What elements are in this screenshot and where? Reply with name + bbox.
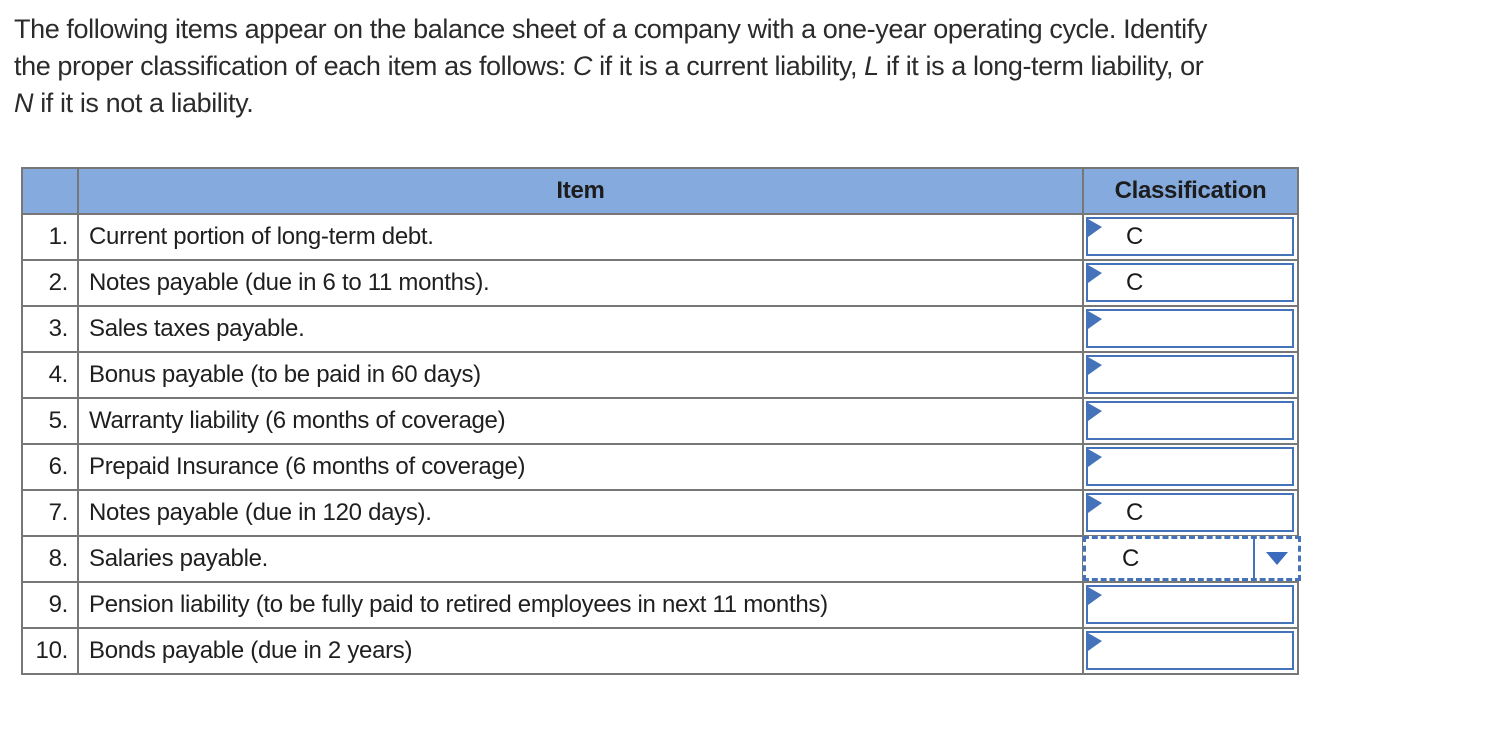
classification-cell: C — [1082, 213, 1299, 261]
row-number: 8. — [21, 535, 79, 583]
table-row: 4. Bonus payable (to be paid in 60 days) — [21, 351, 1299, 399]
option-c-label: C — [572, 51, 593, 81]
classification-cell — [1082, 397, 1299, 445]
table-row: 6. Prepaid Insurance (6 months of covera… — [21, 443, 1299, 491]
header-classification: Classification — [1082, 167, 1299, 215]
classification-cell — [1082, 627, 1299, 675]
option-n-label: N — [14, 88, 34, 118]
table-row: 5. Warranty liability (6 months of cover… — [21, 397, 1299, 445]
corner-flag-icon — [1088, 357, 1102, 375]
classification-dropdown-open[interactable]: C — [1083, 536, 1301, 581]
corner-flag-icon — [1088, 265, 1102, 283]
classification-value: C — [1126, 268, 1144, 296]
classification-cell — [1082, 305, 1299, 353]
classification-cell: C — [1082, 259, 1299, 307]
classification-cell: C — [1082, 535, 1301, 583]
classification-value: C — [1126, 222, 1144, 250]
classification-cell: C — [1082, 489, 1299, 537]
question-run: if it is a long-term liability, or — [878, 51, 1204, 81]
table-row: 9. Pension liability (to be fully paid t… — [21, 581, 1299, 629]
table-row: 1. Current portion of long-term debt. C — [21, 213, 1299, 261]
table-row: 3. Sales taxes payable. — [21, 305, 1299, 353]
question-run: if it is not a liability. — [33, 88, 254, 118]
option-l-label: L — [864, 51, 879, 81]
question-line-3: N if it is not a liability. — [14, 85, 1480, 122]
question-line-1: The following items appear on the balanc… — [14, 11, 1480, 48]
item-text: Warranty liability (6 months of coverage… — [77, 397, 1084, 445]
dropdown-arrow-button[interactable] — [1253, 539, 1298, 578]
item-text: Notes payable (due in 120 days). — [77, 489, 1084, 537]
classification-cell — [1082, 443, 1299, 491]
header-corner-cell — [21, 167, 79, 215]
corner-flag-icon — [1088, 219, 1102, 237]
classification-dropdown[interactable]: C — [1086, 263, 1294, 302]
classification-dropdown[interactable] — [1086, 355, 1294, 394]
classification-dropdown[interactable] — [1086, 585, 1294, 624]
row-number: 4. — [21, 351, 79, 399]
item-text: Notes payable (due in 6 to 11 months). — [77, 259, 1084, 307]
question-run: the proper classification of each item a… — [14, 51, 573, 81]
corner-flag-icon — [1088, 403, 1102, 421]
corner-flag-icon — [1088, 449, 1102, 467]
table-row: 8. Salaries payable. C — [21, 535, 1301, 583]
classification-dropdown[interactable] — [1086, 631, 1294, 670]
classification-dropdown[interactable]: C — [1086, 493, 1294, 532]
question-run: if it is a current liability, — [591, 51, 865, 81]
classification-table: Item Classification 1. Current portion o… — [21, 167, 1301, 675]
item-text: Sales taxes payable. — [77, 305, 1084, 353]
question-line-2: the proper classification of each item a… — [14, 48, 1480, 85]
classification-cell — [1082, 581, 1299, 629]
classification-value: C — [1126, 498, 1144, 526]
classification-dropdown[interactable] — [1086, 447, 1294, 486]
classification-dropdown[interactable] — [1086, 309, 1294, 348]
row-number: 3. — [21, 305, 79, 353]
row-number: 6. — [21, 443, 79, 491]
header-item: Item — [77, 167, 1084, 215]
row-number: 1. — [21, 213, 79, 261]
question-text: The following items appear on the balanc… — [14, 11, 1480, 122]
corner-flag-icon — [1088, 633, 1102, 651]
table-row: 10. Bonds payable (due in 2 years) — [21, 627, 1299, 675]
corner-flag-icon — [1088, 495, 1102, 513]
item-text: Bonus payable (to be paid in 60 days) — [77, 351, 1084, 399]
row-number: 9. — [21, 581, 79, 629]
item-text: Current portion of long-term debt. — [77, 213, 1084, 261]
corner-flag-icon — [1088, 587, 1102, 605]
corner-flag-icon — [1088, 311, 1102, 329]
classification-dropdown[interactable]: C — [1086, 217, 1294, 256]
item-text: Salaries payable. — [77, 535, 1084, 583]
row-number: 10. — [21, 627, 79, 675]
classification-cell — [1082, 351, 1299, 399]
item-text: Bonds payable (due in 2 years) — [77, 627, 1084, 675]
classification-value: C — [1122, 544, 1140, 572]
table-header-row: Item Classification — [21, 167, 1299, 215]
row-number: 2. — [21, 259, 79, 307]
question-run: The following items appear on the balanc… — [14, 14, 1207, 44]
item-text: Prepaid Insurance (6 months of coverage) — [77, 443, 1084, 491]
row-number: 5. — [21, 397, 79, 445]
chevron-down-icon — [1265, 552, 1288, 565]
table-row: 2. Notes payable (due in 6 to 11 months)… — [21, 259, 1299, 307]
row-number: 7. — [21, 489, 79, 537]
item-text: Pension liability (to be fully paid to r… — [77, 581, 1084, 629]
classification-dropdown[interactable] — [1086, 401, 1294, 440]
table-row: 7. Notes payable (due in 120 days). C — [21, 489, 1299, 537]
